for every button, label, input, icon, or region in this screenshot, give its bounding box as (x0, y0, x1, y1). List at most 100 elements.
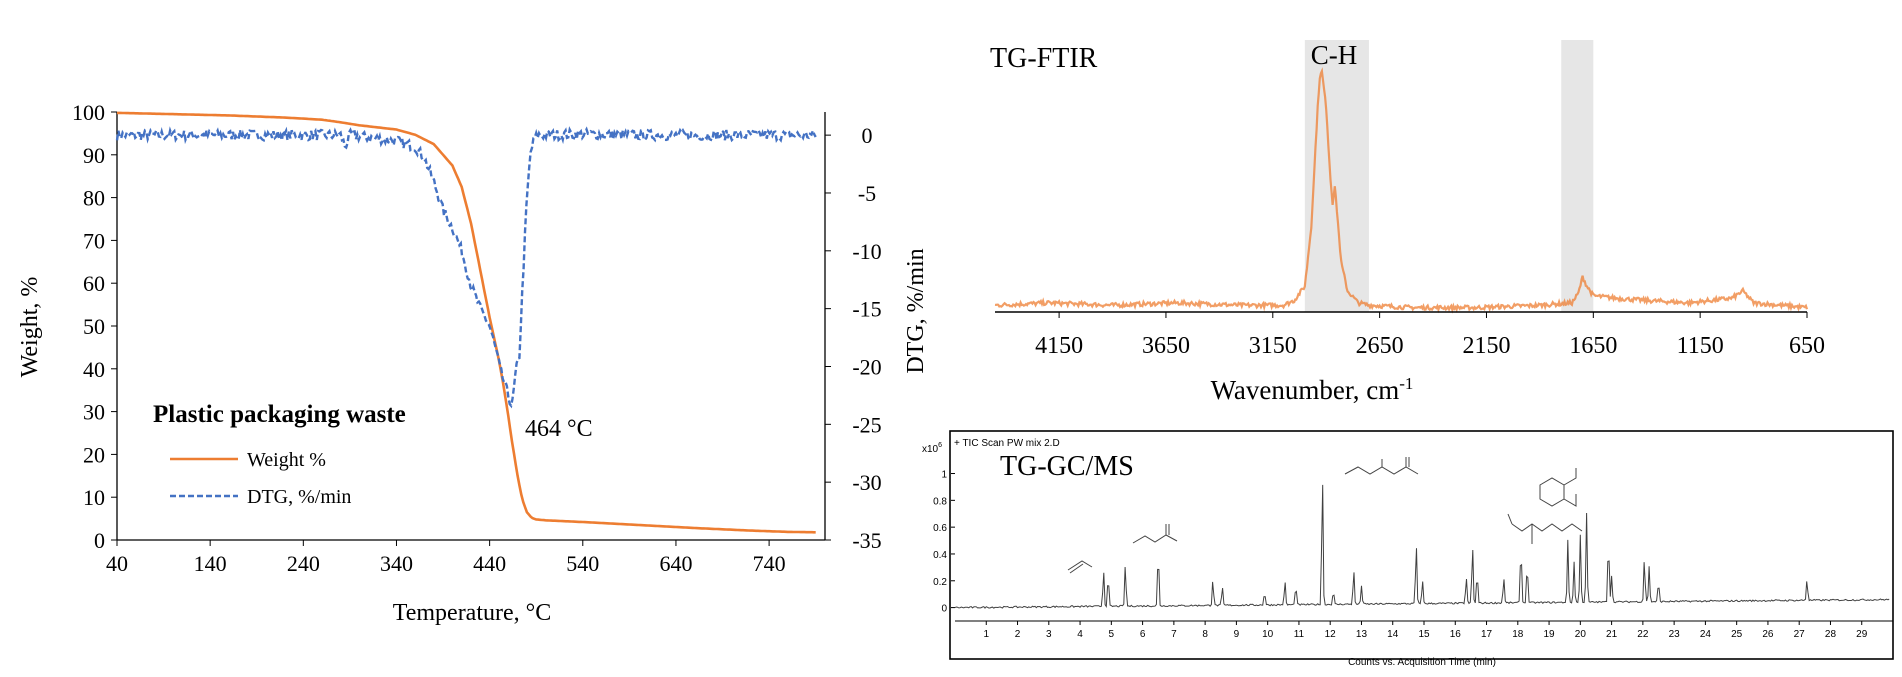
gcms-header-label: + TIC Scan PW mix 2.D (954, 438, 1060, 449)
gcms-x-tick-label: 5 (1109, 629, 1115, 640)
tga-y-tick-label: 20 (83, 442, 105, 467)
ftir-x-tick-label: 3650 (1142, 333, 1190, 359)
ftir-highlight-bands (1304, 40, 1594, 312)
dtg-series-line (115, 126, 817, 409)
gcms-y-tick-label: 0.6 (933, 523, 947, 534)
ftir-x-tick-label: 4150 (1035, 333, 1083, 359)
ftir-chart-title: TG-FTIR (990, 43, 1098, 74)
tga-x-tick-label: 640 (659, 551, 692, 576)
gcms-x-tick-label: 4 (1077, 629, 1083, 640)
tga-y2-tick-label: -20 (852, 354, 881, 379)
ftir-spectrum-line (994, 67, 1809, 314)
tga-x-tick-label: 440 (473, 551, 506, 576)
gcms-x-tick-label: 10 (1262, 629, 1274, 640)
gcms-x-tick-label: 26 (1762, 629, 1774, 640)
gcms-x-axis-title: Counts vs. Acquisition Time (min) (1348, 657, 1496, 668)
ftir-axes (995, 311, 1808, 318)
gcms-x-tick-label: 14 (1387, 629, 1399, 640)
gcms-y-multiplier: x106 (922, 442, 942, 455)
legend-weight-label: Weight % (247, 449, 326, 471)
ftir-x-tick-label: 3150 (1249, 333, 1297, 359)
tga-y2-tick-label: -15 (852, 297, 881, 322)
tga-y-tick-label: 0 (94, 528, 105, 553)
gcms-y-tick-label: 0.2 (933, 577, 947, 588)
gcms-x-tick-label: 8 (1202, 629, 1208, 640)
gcms-x-tick-label: 19 (1544, 629, 1556, 640)
tga-y-axis-title: Weight, % (17, 277, 43, 378)
methylbutene-structure-drawing (1132, 524, 1178, 544)
tga-y-tick-label: 50 (83, 314, 105, 339)
tga-y2-tick-label: -30 (852, 470, 881, 495)
gcms-x-tick-label: 13 (1356, 629, 1368, 640)
tga-y-tick-label: 40 (83, 357, 105, 382)
ftir-x-tick-label: 1650 (1569, 333, 1617, 359)
ftir-x-axis-title: Wavenumber, cm-1 (1211, 374, 1414, 405)
gcms-x-tick-label: 25 (1731, 629, 1743, 640)
tga-x-tick-label: 740 (753, 551, 786, 576)
gcms-x-tick-label: 7 (1171, 629, 1177, 640)
ftir-x-axis-title-superscript: -1 (1399, 374, 1413, 393)
gcms-x-tick-label: 11 (1294, 629, 1305, 640)
tga-axes (111, 111, 831, 546)
gcms-chromatogram-line (954, 484, 1890, 609)
ftir-x-tick-label: 2650 (1356, 333, 1404, 359)
gcms-x-tick-label: 20 (1575, 629, 1587, 640)
gcms-x-tick-label: 2 (1015, 629, 1021, 640)
ftir-x-tick-label: 1150 (1677, 333, 1724, 359)
tga-y2-tick-label: 0 (862, 123, 873, 148)
dimethylheptene-structure-drawing (1344, 457, 1419, 475)
tga-y-tick-label: 80 (83, 186, 105, 211)
gcms-x-tick-label: 15 (1418, 629, 1430, 640)
tga-y2-tick-label: -35 (852, 528, 881, 553)
ftir-x-axis-title-text: Wavenumber, cm (1211, 375, 1400, 405)
gcms-x-tick-label: 28 (1825, 629, 1837, 640)
gcms-x-tick-label: 22 (1637, 629, 1649, 640)
tga-y2-tick-label: -25 (852, 412, 881, 437)
tga-y-tick-label: 30 (83, 400, 105, 425)
tga-chart: 40 140 240 340 440 540 640 740 0 10 20 30 40 50 60 70 80… (17, 100, 929, 626)
tga-x-tick-label: 240 (287, 551, 320, 576)
phthalate-structure-drawing (1507, 468, 1583, 544)
gcms-x-tick-label: 27 (1794, 629, 1806, 640)
gcms-y-tick-label: 0 (941, 604, 947, 615)
gcms-y-tick-label: 0.4 (933, 550, 947, 561)
tga-y2-tick-label: -5 (858, 181, 876, 206)
tga-y-tick-label: 90 (83, 143, 105, 168)
tga-x-axis-title: Temperature, °C (393, 600, 552, 626)
tga-y2-axis-title: DTG, %/min (903, 248, 929, 373)
tga-peak-annotation: 464 °C (525, 416, 593, 442)
gcms-y-multiplier-base: x10 (922, 444, 939, 455)
gcms-tick-labels: 1 2 3 4 5 6 7 8 9 10 11 12 13 14 15 16 17 18 19 20 21 22 23 24 2… (933, 470, 1868, 640)
ftir-band (1561, 40, 1594, 312)
gcms-x-tick-label: 21 (1606, 629, 1618, 640)
ftir-band (1304, 40, 1369, 312)
tga-x-tick-label: 340 (380, 551, 413, 576)
gcms-x-tick-label: 6 (1140, 629, 1146, 640)
tga-legend: Weight % DTG, %/min (170, 449, 351, 508)
gcms-x-tick-label: 12 (1325, 629, 1337, 640)
gcms-chart-title: TG-GC/MS (1000, 451, 1134, 482)
tga-x-tick-label: 540 (566, 551, 599, 576)
tga-chart-title: Plastic packaging waste (153, 401, 406, 428)
tga-tick-labels: 40 140 240 340 440 540 640 740 0 10 20 30 40 50 60 70 80… (72, 100, 882, 576)
gcms-x-tick-label: 29 (1856, 629, 1868, 640)
tga-x-tick-label: 140 (194, 551, 227, 576)
gcms-x-tick-label: 24 (1700, 629, 1712, 640)
ftir-tick-labels: 4150 3650 3150 2650 2150 1650 1150 650 (1035, 333, 1825, 359)
tga-y-tick-label: 100 (72, 100, 105, 125)
gcms-y-tick-label: 0.8 (933, 496, 947, 507)
tga-x-tick-label: 40 (106, 551, 128, 576)
legend-dtg-label: DTG, %/min (247, 486, 351, 508)
ftir-band-label: C-H (1311, 40, 1358, 70)
tga-y-tick-label: 70 (83, 228, 105, 253)
ftir-x-tick-label: 650 (1789, 333, 1825, 359)
gcms-x-tick-label: 3 (1046, 629, 1052, 640)
gcms-x-tick-label: 16 (1450, 629, 1462, 640)
tga-y2-tick-label: -10 (852, 239, 881, 264)
gcms-y-multiplier-exp: 6 (938, 442, 942, 449)
tga-y-tick-label: 10 (83, 485, 105, 510)
gcms-x-tick-label: 1 (983, 629, 989, 640)
propene-structure-drawing (1067, 560, 1093, 574)
weight-series-line (117, 111, 816, 534)
